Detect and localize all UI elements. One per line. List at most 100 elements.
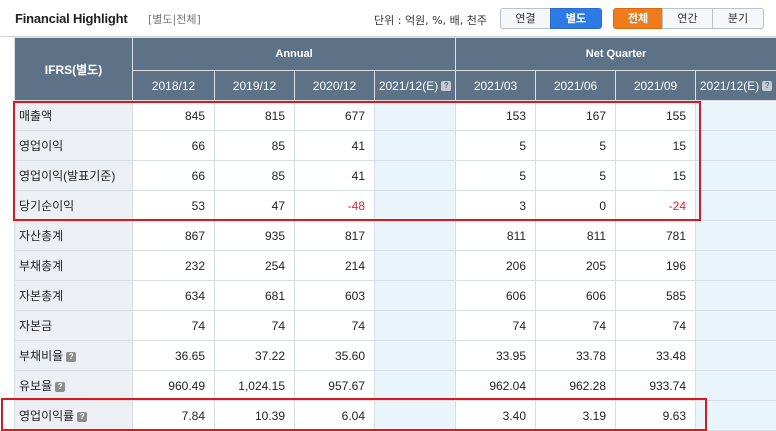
column-header: 2020/12 [294, 70, 375, 101]
table-cell: 10.39 [214, 400, 295, 431]
table-cell: 36.65 [132, 340, 215, 371]
table-cell: 74 [294, 310, 375, 341]
table-cell [373, 190, 457, 221]
table-cell [373, 280, 457, 311]
table-cell: 74 [615, 310, 697, 341]
toggle-annual[interactable]: 연간 [662, 8, 713, 29]
table-row: 영업이익률? 7.84 10.39 6.04 3.40 3.19 9.63 [14, 400, 776, 431]
table-cell: 167 [535, 100, 617, 131]
table-cell [695, 130, 776, 161]
table-cell: 867 [132, 220, 215, 251]
panel-subtitle: [별도|전체] [148, 13, 201, 26]
row-label-text: 영업이익률 [19, 409, 75, 423]
table-cell: 232 [132, 250, 215, 281]
row-label-text: 매출액 [19, 109, 53, 123]
table-cell: 962.28 [535, 370, 617, 401]
column-header-label: 2021/06 [553, 78, 598, 93]
table-cell: 677 [294, 100, 375, 131]
table-cell: 9.63 [615, 400, 697, 431]
unit-label: 단위 : 억원, %, 배, 천주 [374, 14, 487, 27]
column-header-label: 2021/09 [633, 78, 678, 93]
help-icon[interactable]: ? [66, 351, 77, 362]
row-label-text: 당기순이익 [19, 199, 75, 213]
table-cell [695, 340, 776, 371]
annual-group-header: Annual [131, 37, 457, 71]
table-row: 당기순이익 53 47 -48 3 0 -24 [14, 190, 776, 221]
table-cell [695, 190, 776, 221]
table-cell: 606 [455, 280, 537, 311]
help-icon[interactable]: ? [77, 411, 88, 422]
column-header: 2019/12 [214, 70, 295, 101]
table-cell [373, 400, 457, 431]
column-header-label: 2019/12 [232, 78, 277, 93]
row-label: 영업이익률? [14, 400, 133, 431]
column-header: 2021/12(E)? [695, 70, 776, 101]
table-cell: 7.84 [132, 400, 215, 431]
table-cell: 196 [615, 250, 697, 281]
table-cell: 205 [535, 250, 617, 281]
column-header-label: 2021/03 [473, 78, 518, 93]
column-header-label: 2020/12 [312, 78, 357, 93]
table-row: 자본금 74 74 74 74 74 74 [14, 310, 776, 341]
row-label: 자본금 [14, 310, 133, 341]
row-label: 영업이익 [14, 130, 133, 161]
column-header-label: 2018/12 [151, 78, 196, 93]
toggle-separate[interactable]: 별도 [550, 8, 602, 29]
row-label: 유보율? [14, 370, 133, 401]
table-cell: 66 [132, 160, 215, 191]
table-row: 영업이익 66 85 41 5 5 15 [14, 130, 776, 161]
table-cell [695, 400, 776, 431]
table-row: 유보율? 960.49 1,024.15 957.67 962.04 962.28 933.… [14, 370, 776, 401]
table-cell: 74 [535, 310, 617, 341]
table-cell: 15 [615, 130, 697, 161]
row-label: 영업이익(발표기준) [14, 160, 133, 191]
table-cell: 817 [294, 220, 375, 251]
row-label: 부채비율? [14, 340, 133, 371]
table-cell: 85 [214, 160, 295, 191]
row-label: 당기순이익 [14, 190, 133, 221]
table-cell: 5 [455, 130, 537, 161]
table-cell: 53 [132, 190, 215, 221]
table-cell [695, 250, 776, 281]
table-cell: 5 [535, 160, 617, 191]
table-cell: 960.49 [132, 370, 215, 401]
table-cell [373, 100, 457, 131]
table-cell: 214 [294, 250, 375, 281]
table-cell: 153 [455, 100, 537, 131]
help-icon[interactable]: ? [441, 81, 452, 92]
table-cell: 254 [214, 250, 295, 281]
table-row: 매출액 845 815 677 153 167 155 [14, 100, 776, 131]
table-cell [373, 250, 457, 281]
table-cell: -48 [294, 190, 375, 221]
table-cell: 935 [214, 220, 295, 251]
table-row: 자산총계 867 935 817 811 811 781 [14, 220, 776, 251]
table-cell: 603 [294, 280, 375, 311]
table-cell [373, 130, 457, 161]
toggle-quarterly[interactable]: 분기 [712, 8, 764, 29]
table-cell: 781 [615, 220, 697, 251]
table-cell: 0 [535, 190, 617, 221]
row-label-text: 영업이익 [19, 139, 64, 153]
panel-title: Financial Highlight [15, 11, 128, 26]
table-cell: 33.48 [615, 340, 697, 371]
row-label: 부채총계 [14, 250, 133, 281]
table-cell: 957.67 [294, 370, 375, 401]
table-cell [695, 280, 776, 311]
table-cell: 37.22 [214, 340, 295, 371]
table-cell: 3.19 [535, 400, 617, 431]
financial-highlight-table: IFRS(별도) Annual Net Quarter 2018/12 2019/… [14, 37, 776, 431]
table-cell [695, 310, 776, 341]
table-cell: 5 [535, 130, 617, 161]
column-header: 2021/09 [615, 70, 697, 101]
table-cell: 606 [535, 280, 617, 311]
column-header: 2018/12 [132, 70, 215, 101]
table-cell: 1,024.15 [214, 370, 295, 401]
column-header: 2021/06 [535, 70, 617, 101]
table-cell: 41 [294, 160, 375, 191]
table-cell: 33.95 [455, 340, 537, 371]
help-icon[interactable]: ? [55, 381, 66, 392]
table-cell: 5 [455, 160, 537, 191]
toggle-all[interactable]: 전체 [613, 8, 663, 29]
help-icon[interactable]: ? [762, 81, 773, 92]
toggle-consolidated[interactable]: 연결 [500, 8, 551, 29]
